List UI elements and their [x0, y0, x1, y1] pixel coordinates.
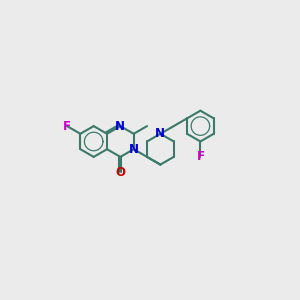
Text: N: N	[155, 127, 165, 140]
Text: N: N	[129, 143, 139, 156]
Text: O: O	[116, 166, 125, 179]
Text: N: N	[116, 120, 125, 133]
Text: F: F	[196, 150, 204, 164]
Text: F: F	[63, 120, 71, 133]
